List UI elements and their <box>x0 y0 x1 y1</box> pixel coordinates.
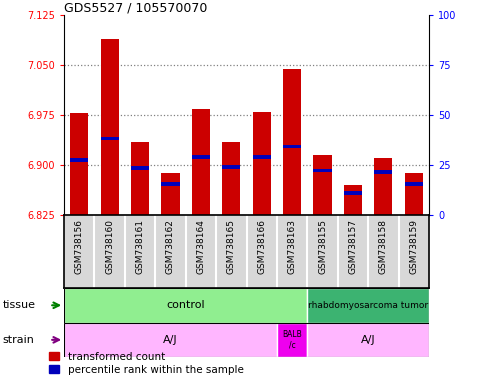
Text: GSM738156: GSM738156 <box>75 219 84 274</box>
Bar <box>131 166 149 170</box>
Text: strain: strain <box>2 335 35 345</box>
Bar <box>344 191 362 195</box>
Bar <box>131 142 149 215</box>
Text: GSM738164: GSM738164 <box>196 219 206 273</box>
Bar <box>344 185 362 215</box>
Bar <box>307 323 429 357</box>
Bar <box>374 159 392 215</box>
Text: GSM738163: GSM738163 <box>287 219 297 274</box>
Text: BALB
/c: BALB /c <box>282 330 302 349</box>
Bar <box>252 112 271 215</box>
Bar <box>252 156 271 159</box>
Bar <box>161 182 179 185</box>
Bar <box>405 173 423 215</box>
Bar <box>307 288 429 323</box>
Bar <box>161 173 179 215</box>
Text: GSM738155: GSM738155 <box>318 219 327 274</box>
Bar <box>314 155 332 215</box>
Bar <box>192 156 210 159</box>
Text: tissue: tissue <box>2 300 35 310</box>
Text: GSM738162: GSM738162 <box>166 219 175 273</box>
Text: control: control <box>166 300 205 310</box>
Text: GSM738166: GSM738166 <box>257 219 266 274</box>
Text: GSM738159: GSM738159 <box>409 219 418 274</box>
Bar <box>101 137 119 140</box>
Text: GSM738157: GSM738157 <box>349 219 357 274</box>
Bar <box>70 113 88 215</box>
Text: A/J: A/J <box>163 335 178 345</box>
Bar <box>222 142 241 215</box>
Text: GSM738161: GSM738161 <box>136 219 144 274</box>
Bar <box>222 166 241 169</box>
Text: GSM738158: GSM738158 <box>379 219 388 274</box>
Bar <box>101 39 119 215</box>
Bar <box>70 158 88 162</box>
Bar <box>405 182 423 185</box>
Bar <box>283 145 301 148</box>
Text: A/J: A/J <box>361 335 375 345</box>
Bar <box>64 323 277 357</box>
Text: GSM738160: GSM738160 <box>105 219 114 274</box>
Bar <box>192 109 210 215</box>
Text: GDS5527 / 105570070: GDS5527 / 105570070 <box>64 1 208 14</box>
Bar <box>283 69 301 215</box>
Legend: transformed count, percentile rank within the sample: transformed count, percentile rank withi… <box>45 348 247 379</box>
Bar <box>64 288 307 323</box>
Bar <box>374 170 392 174</box>
Bar <box>314 169 332 172</box>
Bar <box>277 323 307 357</box>
Text: GSM738165: GSM738165 <box>227 219 236 274</box>
Text: rhabdomyosarcoma tumor: rhabdomyosarcoma tumor <box>308 301 428 310</box>
